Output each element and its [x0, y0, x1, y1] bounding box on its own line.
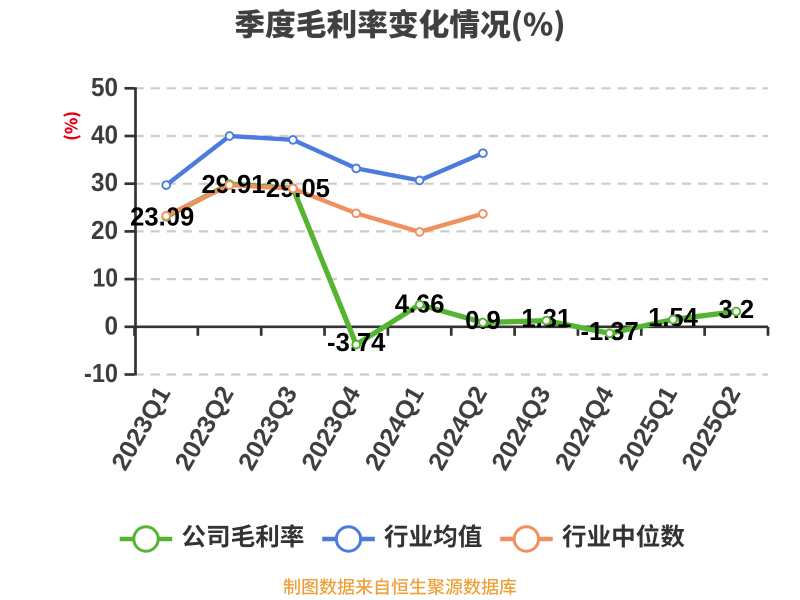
svg-text:-10: -10	[84, 358, 118, 388]
svg-text:20: 20	[91, 215, 118, 245]
svg-text:0: 0	[105, 310, 119, 340]
svg-text:50: 50	[91, 72, 118, 102]
svg-text:30: 30	[91, 167, 118, 197]
svg-text:29.05: 29.05	[266, 173, 330, 203]
svg-text:40: 40	[91, 120, 118, 150]
svg-text:10: 10	[93, 263, 119, 293]
